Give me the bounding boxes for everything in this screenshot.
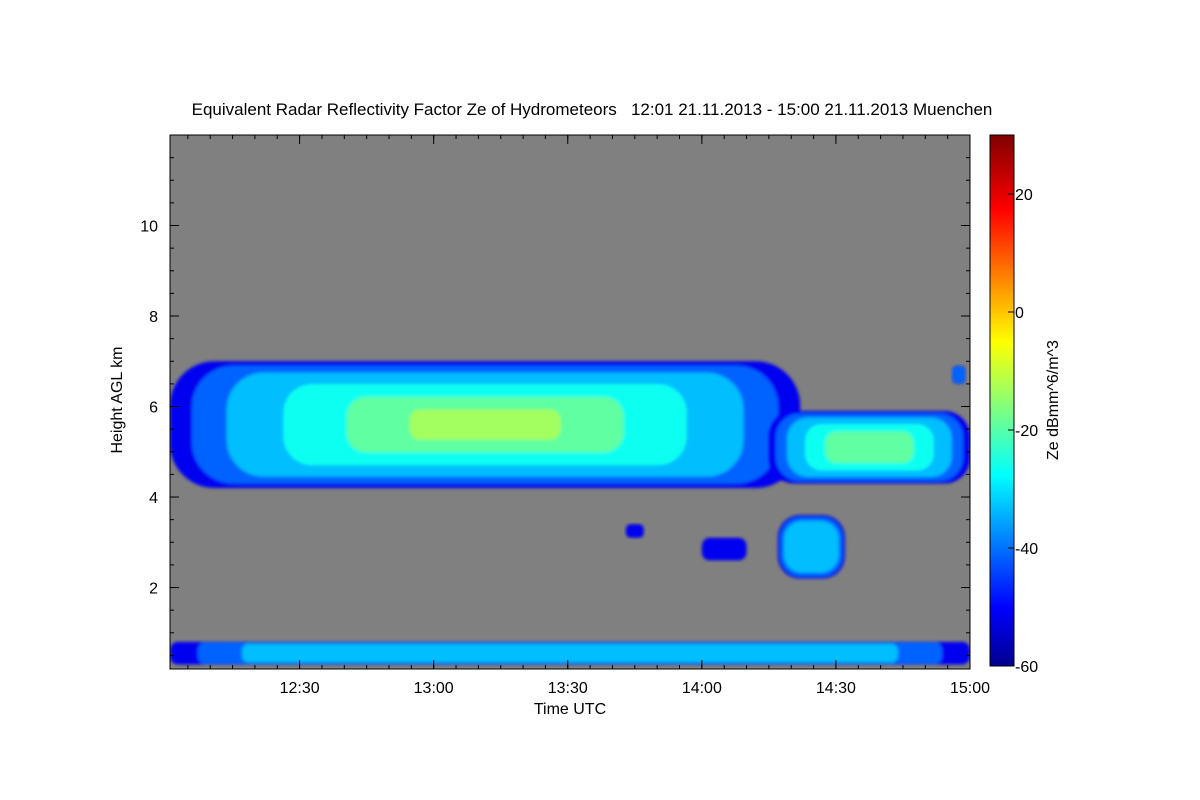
x-axis-label: Time UTC: [534, 701, 606, 718]
y-tick-label: 6: [149, 400, 158, 417]
y-tick-label: 2: [149, 581, 158, 598]
plot-frame: [169, 134, 971, 670]
colorbar: [989, 134, 1015, 667]
colorbar-tick-label: 20: [1015, 187, 1033, 204]
echo-feature: [777, 515, 845, 579]
echo-layer: [170, 361, 970, 665]
colorbar-tick-label: -60: [1015, 659, 1038, 676]
colorbar-tick-label: -20: [1015, 423, 1038, 440]
echo-feature: [701, 537, 747, 561]
x-tick-label: 15:00: [950, 680, 990, 697]
echo-feature: [170, 641, 970, 665]
x-tick-label: 13:30: [548, 680, 588, 697]
x-tick-label: 12:30: [280, 680, 320, 697]
colorbar-label: Ze dBmm^6/m^3: [1045, 340, 1062, 460]
colorbar-tick-label: 0: [1015, 305, 1024, 322]
x-tick-label: 14:00: [682, 680, 722, 697]
y-tick-label: 8: [149, 309, 158, 326]
echo-feature: [170, 361, 801, 488]
x-tick-label: 13:00: [414, 680, 454, 697]
x-axis: 12:30 13:00 13:30 14:00 14:30 15:00: [187, 135, 990, 697]
y-tick-label: 4: [149, 490, 158, 507]
colorbar-tick-label: -40: [1015, 541, 1038, 558]
colorbar-ticks: -60 -40 -20 0 20: [1008, 187, 1038, 676]
y-axis: 2 4 6 8 10: [140, 134, 970, 656]
y-tick-label: 10: [140, 219, 158, 236]
chart-title: Equivalent Radar Reflectivity Factor Ze …: [192, 100, 993, 119]
echo-feature: [768, 411, 970, 484]
echo-feature: [625, 524, 644, 538]
y-axis-label: Height AGL km: [109, 346, 126, 453]
x-tick-label: 14:30: [816, 680, 856, 697]
echo-feature: [952, 365, 966, 384]
